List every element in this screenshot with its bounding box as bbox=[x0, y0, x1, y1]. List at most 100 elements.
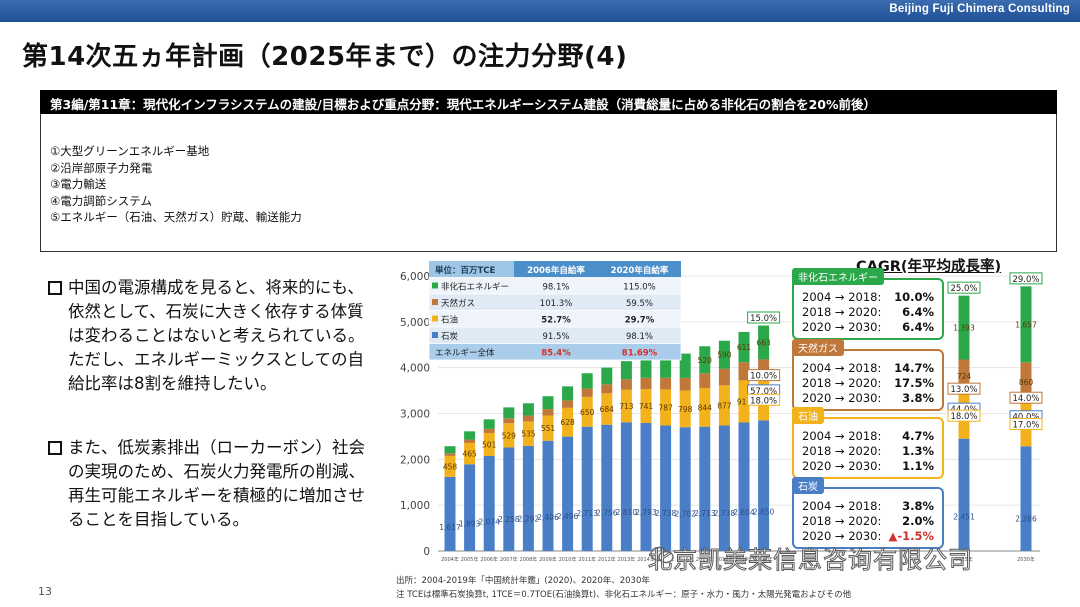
cagr-row: 2020 → 2030: 3.8% bbox=[802, 391, 934, 405]
table-header: 2006年自給率 bbox=[527, 265, 585, 276]
cagr-row: 2018 → 2020: 1.3% bbox=[802, 444, 934, 458]
y-tick-label: 5,000 bbox=[400, 317, 430, 329]
cagr-panel bbox=[792, 417, 944, 479]
x-tick-label: 2016年 bbox=[676, 556, 694, 563]
bar-segment bbox=[601, 367, 613, 385]
x-tick-label: 2009年 bbox=[539, 556, 557, 563]
bar-segment bbox=[483, 432, 495, 456]
x-tick-label: 2014年 bbox=[637, 556, 655, 563]
data-label: 844 bbox=[698, 403, 713, 412]
bar-segment bbox=[640, 377, 652, 390]
bar-segment bbox=[718, 425, 730, 551]
bar-segment bbox=[679, 390, 691, 428]
bar-segment bbox=[503, 407, 515, 419]
table-row-label: 石油 bbox=[441, 315, 458, 326]
brand-name: Beijing Fuji Chimera Consulting bbox=[889, 3, 1070, 15]
cagr-period: 2004 → 2018: bbox=[802, 290, 882, 304]
bar-segment bbox=[718, 340, 730, 369]
data-label: 919 bbox=[737, 397, 752, 406]
data-label: 529 bbox=[502, 431, 517, 440]
bar-segment bbox=[562, 386, 574, 401]
bar-segment bbox=[718, 368, 730, 386]
x-tick-label: 2017年 bbox=[696, 556, 714, 563]
chapter-box bbox=[40, 114, 1057, 252]
x-tick-label: 2010年 bbox=[559, 556, 577, 563]
bar-segment bbox=[444, 453, 456, 456]
bar-segment bbox=[738, 422, 750, 551]
cagr-row: 2018 → 2020: 6.4% bbox=[802, 305, 934, 319]
share-box bbox=[747, 393, 781, 406]
share-label: 40.0% bbox=[1012, 413, 1039, 423]
cagr-period: 2018 → 2020: bbox=[802, 376, 882, 390]
share-box bbox=[747, 311, 781, 324]
bar-segment bbox=[679, 427, 691, 551]
bar-segment bbox=[620, 389, 632, 423]
cagr-row: 2020 → 2030: 6.4% bbox=[802, 320, 934, 334]
bar-segment bbox=[640, 358, 652, 378]
share-label: 13.0% bbox=[950, 385, 977, 395]
bar-segment bbox=[581, 373, 593, 389]
bar-segment bbox=[958, 438, 970, 551]
y-tick-label: 2,000 bbox=[400, 454, 430, 466]
share-label: 10.0% bbox=[750, 372, 777, 382]
table-cell: 98.1% bbox=[626, 332, 653, 342]
y-tick-label: 3,000 bbox=[400, 409, 430, 421]
share-label: 29.0% bbox=[1012, 275, 1039, 285]
cagr-panel-title: 石油 bbox=[792, 407, 824, 424]
stacked-bar-chart: 0 1,000 2,000 3,000 4,000 5,000 6,000 1,617 458 2… bbox=[400, 261, 1043, 563]
cagr-title: CAGR(年平均成長率) bbox=[856, 259, 1002, 275]
data-label: 2,738 bbox=[655, 509, 677, 518]
x-tick-label: 2020年 bbox=[755, 556, 773, 563]
cagr-value: 10.0% bbox=[894, 290, 934, 304]
legend-swatch bbox=[432, 299, 438, 305]
bar-segment bbox=[601, 393, 613, 425]
data-label: 611 bbox=[737, 343, 752, 352]
bar-segment bbox=[699, 426, 711, 551]
share-label: 17.0% bbox=[1012, 420, 1039, 430]
data-label: 2,292 bbox=[518, 515, 540, 524]
share-label: 18.0% bbox=[750, 396, 777, 406]
share-label: 25.0% bbox=[950, 284, 977, 294]
data-label: 1,617 bbox=[439, 523, 461, 532]
energy-chart: 0 1,000 2,000 3,000 4,000 5,000 6,000 1,617 458 2… bbox=[388, 258, 1048, 590]
bar-segment bbox=[640, 422, 652, 551]
cagr-period: 2020 → 2030: bbox=[802, 320, 882, 334]
cagr-row: 2020 → 2030: 1.1% bbox=[802, 459, 934, 473]
data-label: 2,286 bbox=[1015, 515, 1037, 524]
bar-segment bbox=[620, 361, 632, 380]
source-note: 出所：2004-2019年「中国統計年鑑」(2020)、2020年、2030年 bbox=[396, 576, 650, 586]
data-label: 2,451 bbox=[953, 513, 975, 522]
data-label: 713 bbox=[619, 402, 634, 411]
bar-segment bbox=[699, 346, 711, 374]
focus-item: ⑤エネルギー（石油、天然ガス）貯蔵、輸送能力 bbox=[50, 210, 302, 224]
data-label: 628 bbox=[560, 418, 575, 427]
chapter-header: 第3編/第11章：現代化インフラシステムの建設/目標および重点分野：現代エネルギ… bbox=[40, 90, 1057, 114]
x-tick-label: 2004年 bbox=[441, 556, 459, 563]
cagr-period: 2020 → 2030: bbox=[802, 529, 882, 543]
share-box bbox=[1009, 272, 1043, 285]
bar-segment bbox=[503, 447, 515, 551]
data-label: 1,393 bbox=[953, 324, 975, 333]
table-row-label: エネルギー全体 bbox=[435, 348, 495, 359]
cagr-row: 2004 → 2018: 3.8% bbox=[802, 499, 934, 513]
table-cell: 115.0% bbox=[623, 283, 655, 293]
cagr-period: 2004 → 2018: bbox=[802, 429, 882, 443]
bar-segment bbox=[958, 359, 970, 393]
table-row bbox=[428, 343, 682, 361]
data-label: 787 bbox=[658, 403, 673, 412]
bar-segment bbox=[522, 421, 534, 446]
bar-segment bbox=[503, 418, 515, 424]
x-tick-label: 2007年 bbox=[500, 556, 518, 563]
square-bullet-icon bbox=[48, 441, 62, 455]
x-tick-label: 2030年 bbox=[1017, 556, 1035, 563]
data-label: 2,804 bbox=[733, 508, 755, 517]
bar-segment bbox=[738, 331, 750, 363]
table-cell: 91.5% bbox=[542, 332, 569, 342]
focus-item: ②沿岸部原子力発電 bbox=[50, 160, 153, 175]
bar-segment bbox=[738, 380, 750, 423]
data-label: 2,406 bbox=[537, 513, 559, 522]
cagr-panel bbox=[792, 349, 944, 411]
cagr-row: 2020 → 2030: ▲-1.5% bbox=[802, 529, 934, 543]
x-tick-label: 2025年 bbox=[955, 556, 973, 563]
y-tick-label: 4,000 bbox=[400, 363, 430, 375]
